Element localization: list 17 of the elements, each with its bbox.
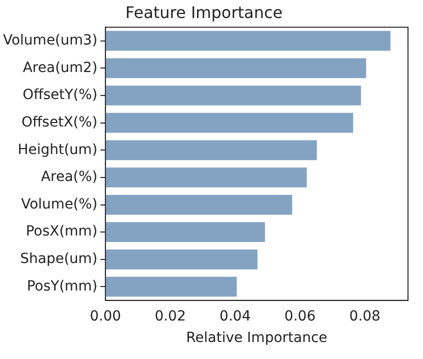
y-tick-label: OffsetX(%) bbox=[22, 114, 98, 130]
y-tick-label: PosX(mm) bbox=[26, 224, 98, 240]
x-tick-label: 0.04 bbox=[220, 308, 251, 324]
y-tick-label: Height(um) bbox=[18, 142, 98, 158]
chart-title: Feature Importance bbox=[125, 2, 283, 22]
x-tick-label: 0.00 bbox=[90, 308, 121, 324]
y-tick-label: OffsetY(%) bbox=[22, 87, 98, 104]
x-tick-label: 0.02 bbox=[154, 308, 186, 324]
y-tick-label: PosY(mm) bbox=[26, 278, 98, 294]
x-tick-label: 0.06 bbox=[284, 308, 316, 324]
x-axis-title: Relative Importance bbox=[186, 330, 328, 346]
y-tick-label: Shape(um) bbox=[20, 251, 98, 268]
x-tick-label: 0.08 bbox=[349, 308, 380, 324]
y-tick-label: Volume(%) bbox=[21, 196, 98, 212]
y-tick-label: Area(%) bbox=[40, 169, 98, 186]
y-tick-label: Area(um2) bbox=[22, 60, 98, 76]
y-tick-label: Volume(um3) bbox=[2, 32, 98, 48]
